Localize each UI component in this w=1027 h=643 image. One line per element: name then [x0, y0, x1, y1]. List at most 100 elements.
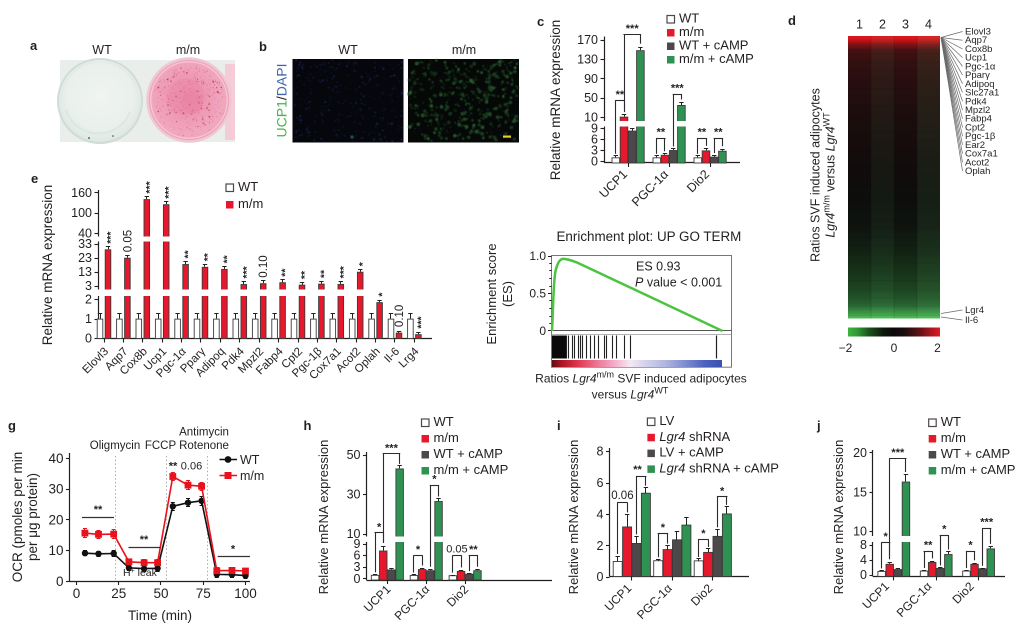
svg-text:10: 10	[584, 111, 598, 125]
svg-text:Relative mRNA expression: Relative mRNA expression	[566, 440, 581, 595]
svg-text:Ear2: Ear2	[965, 140, 985, 151]
svg-text:9: 9	[354, 537, 361, 551]
svg-text:0.5: 0.5	[529, 287, 546, 301]
svg-text:20: 20	[853, 446, 867, 460]
svg-text:WT: WT	[679, 11, 699, 26]
svg-text:Cox8b: Cox8b	[965, 44, 992, 55]
svg-text:0: 0	[597, 570, 604, 584]
svg-text:*: *	[942, 524, 947, 536]
svg-text:4: 4	[860, 553, 867, 567]
svg-text:m/m + cAMP: m/m + cAMP	[434, 462, 509, 477]
svg-text:Cpt2: Cpt2	[965, 122, 985, 133]
svg-text:Pparγ: Pparγ	[965, 70, 990, 81]
svg-text:0.05: 0.05	[446, 543, 467, 555]
svg-text:H+ leak: H+ leak	[123, 567, 158, 579]
svg-text:2: 2	[85, 293, 92, 307]
svg-text:m/m: m/m	[238, 196, 263, 211]
svg-text:**: **	[202, 252, 214, 261]
svg-text:Enrichment score: Enrichment score	[484, 243, 499, 344]
svg-text:0: 0	[354, 572, 361, 586]
svg-text:**: **	[698, 127, 707, 139]
svg-text:***: ***	[891, 447, 905, 459]
svg-text:6: 6	[591, 132, 598, 146]
svg-text:100: 100	[234, 586, 257, 601]
svg-text:Pdk4: Pdk4	[965, 96, 987, 107]
svg-text:***: ***	[338, 265, 350, 278]
svg-text:3: 3	[591, 143, 598, 157]
svg-text:8: 8	[860, 538, 867, 552]
svg-text:LV: LV	[659, 413, 674, 428]
svg-text:**: **	[94, 504, 103, 516]
svg-text:10: 10	[853, 525, 867, 539]
svg-text:WT + cAMP: WT + cAMP	[941, 446, 1010, 461]
svg-text:*: *	[884, 531, 889, 543]
svg-text:50: 50	[584, 91, 598, 105]
svg-text:**: **	[657, 127, 666, 139]
svg-text:33: 33	[78, 237, 92, 251]
svg-text:*: *	[377, 292, 389, 297]
svg-text:4: 4	[597, 507, 604, 521]
svg-text:3: 3	[902, 18, 909, 32]
svg-text:Ratios Lgr4m/m SVF induced adi: Ratios Lgr4m/m SVF induced adipocytes	[535, 370, 747, 386]
svg-text:WT: WT	[92, 43, 112, 57]
svg-text:**: **	[221, 254, 233, 263]
svg-text:h: h	[304, 418, 312, 433]
svg-text:−2: −2	[839, 341, 853, 355]
svg-text:0.06: 0.06	[181, 461, 202, 473]
svg-text:***: ***	[163, 186, 175, 199]
svg-text:b: b	[259, 39, 267, 54]
svg-text:Oplah: Oplah	[965, 166, 990, 177]
svg-text:Pgc-1β: Pgc-1β	[965, 131, 996, 142]
svg-text:0.10: 0.10	[394, 305, 406, 327]
svg-text:P value < 0.001: P value < 0.001	[635, 276, 722, 290]
svg-text:Time (min): Time (min)	[128, 608, 192, 623]
svg-text:ES 0.93: ES 0.93	[636, 260, 681, 274]
svg-text:50: 50	[347, 448, 361, 462]
svg-text:j: j	[816, 418, 821, 433]
svg-text:8: 8	[597, 445, 604, 459]
svg-text:WT: WT	[941, 414, 961, 429]
svg-text:***: ***	[980, 517, 994, 529]
svg-text:WT: WT	[240, 453, 260, 467]
svg-text:2: 2	[879, 18, 886, 32]
svg-text:160: 160	[71, 186, 92, 200]
svg-text:6: 6	[597, 476, 604, 490]
svg-text:15: 15	[853, 485, 867, 499]
svg-text:*: *	[432, 474, 437, 486]
svg-text:Fabp4: Fabp4	[965, 114, 992, 125]
svg-text:Acot2: Acot2	[965, 157, 989, 168]
svg-text:Lgr4m/m versus Lgr4WT: Lgr4m/m versus Lgr4WT	[822, 112, 838, 238]
svg-text:versus Lgr4WT: versus Lgr4WT	[592, 386, 669, 402]
svg-text:3: 3	[354, 560, 361, 574]
svg-text:Il-6: Il-6	[965, 315, 978, 326]
svg-text:m/m: m/m	[176, 43, 200, 57]
svg-text:40: 40	[78, 227, 92, 241]
svg-text:0: 0	[891, 341, 898, 355]
svg-text:***: ***	[144, 180, 156, 193]
svg-text:*: *	[416, 544, 421, 556]
svg-text:per μg protein): per μg protein)	[25, 473, 40, 561]
svg-text:WT: WT	[238, 179, 258, 194]
svg-text:2: 2	[934, 341, 941, 355]
svg-text:100: 100	[71, 206, 92, 220]
svg-text:Lgr4 shRNA: Lgr4 shRNA	[659, 429, 730, 444]
svg-text:0.05: 0.05	[122, 230, 134, 252]
svg-text:UCP1/DAPI: UCP1/DAPI	[274, 64, 290, 138]
svg-text:m/m: m/m	[240, 469, 264, 483]
svg-text:*: *	[231, 544, 236, 556]
svg-text:**: **	[280, 268, 292, 277]
svg-text:***: ***	[626, 23, 640, 35]
svg-text:Lgr4: Lgr4	[965, 305, 984, 316]
svg-text:13: 13	[78, 265, 92, 279]
svg-text:LV + cAMP: LV + cAMP	[659, 445, 723, 460]
svg-text:a: a	[30, 38, 38, 53]
svg-text:Aqp7: Aqp7	[965, 35, 987, 46]
svg-text:Elovl3: Elovl3	[965, 27, 991, 38]
svg-text:**: **	[318, 269, 330, 278]
svg-text:23: 23	[78, 251, 92, 265]
svg-text:OCR (pmoles per min: OCR (pmoles per min	[10, 452, 25, 583]
svg-text:Cox7a1: Cox7a1	[965, 149, 998, 160]
svg-text:1: 1	[85, 312, 92, 326]
svg-text:1: 1	[856, 18, 863, 32]
svg-text:(ES): (ES)	[500, 281, 515, 307]
